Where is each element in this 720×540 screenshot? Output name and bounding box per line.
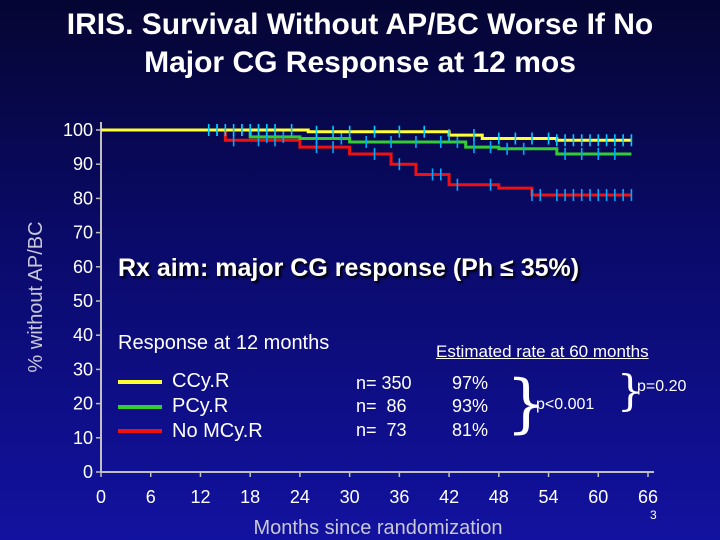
legend-label-nomcyr: No MCy.R (172, 420, 263, 442)
rate-pcyr: 93% (452, 396, 489, 416)
legend-line-nomcyr (118, 429, 162, 433)
x-axis-title: Months since randomization (253, 517, 502, 539)
x-tick-label: 48 (489, 487, 509, 507)
legend-label-pcyr: PCy.R (172, 395, 229, 417)
brace-icon-1: } (506, 367, 547, 441)
y-tick-label: 50 (73, 291, 93, 311)
y-tick-label: 40 (73, 325, 93, 345)
y-tick-label: 0 (83, 462, 93, 482)
x-tick-label: 54 (539, 487, 559, 507)
x-tick-label: 24 (290, 487, 310, 507)
x-tick-label: 6 (146, 487, 156, 507)
x-tick-label: 36 (389, 487, 409, 507)
chart-ticks: 0 10 20 30 40 50 60 70 80 90 100 0 6 12 18 24 30 36 42 48 54… (63, 120, 658, 507)
y-tick-label: 90 (73, 154, 93, 174)
p-value-1: p<0.001 (536, 396, 595, 413)
n-value-nomcyr: n= 73 (356, 420, 407, 440)
rate-nomcyr: 81% (452, 420, 489, 440)
legend-line-pcyr (118, 405, 162, 409)
slide-number: 3 (650, 508, 657, 522)
y-tick-label: 70 (73, 223, 93, 243)
rx-aim-annotation: Rx aim: major CG response (Ph ≤ 35%) (118, 254, 580, 282)
x-tick-label: 0 (96, 487, 106, 507)
y-axis-title: % without AP/BC (25, 221, 47, 372)
x-tick-label: 12 (190, 487, 210, 507)
curve-no-mcy-r (101, 128, 632, 197)
x-tick-label: 30 (340, 487, 360, 507)
rate-ccyr: 97% (452, 373, 489, 393)
y-tick-label: 30 (73, 359, 93, 379)
y-tick-label: 20 (73, 394, 93, 414)
n-value-ccyr: n= 350 (356, 373, 412, 393)
x-tick-label: 18 (240, 487, 260, 507)
slide-title: IRIS. Survival Without AP/BC Worse If No… (0, 6, 720, 82)
chart-axes (100, 122, 654, 473)
y-tick-label: 60 (73, 257, 93, 277)
x-tick-label: 66 (638, 487, 658, 507)
legend-label-ccyr: CCy.R (172, 370, 230, 392)
title-line-1: IRIS. Survival Without AP/BC Worse If No (66, 8, 654, 41)
legend-line-ccyr (118, 380, 162, 384)
y-tick-label: 80 (73, 188, 93, 208)
x-tick-label: 42 (439, 487, 459, 507)
brace-icon-2: } (617, 366, 644, 415)
legend-title: Response at 12 months (118, 332, 330, 354)
n-value-pcyr: n= 86 (356, 396, 407, 416)
title-line-2: Major CG Response at 12 mos (144, 46, 576, 79)
x-tick-label: 60 (588, 487, 608, 507)
p-value-2: p=0.20 (637, 378, 687, 395)
chart-curves (101, 124, 633, 201)
y-tick-label: 10 (73, 428, 93, 448)
y-tick-label: 100 (63, 120, 93, 140)
estimate-header: Estimated rate at 60 months (436, 342, 649, 361)
